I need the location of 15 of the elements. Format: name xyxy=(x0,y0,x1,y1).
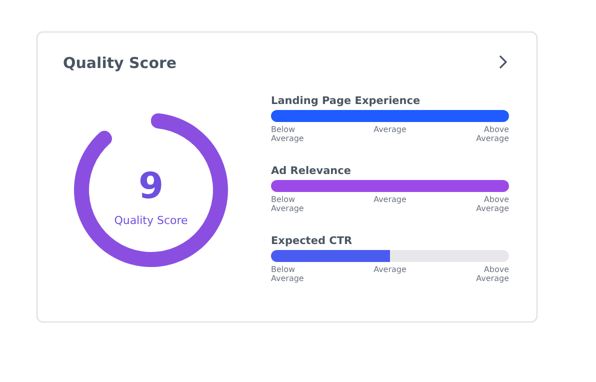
annotation: Above Average xyxy=(476,195,510,213)
annotation: Average xyxy=(374,265,406,274)
annotation: Average xyxy=(374,195,406,204)
y-tick-label: Landing Page Experience xyxy=(271,95,420,107)
text: Quality Score xyxy=(114,214,188,227)
y-tick-label: Ad Relevance xyxy=(271,165,351,177)
chart-title: Quality Score xyxy=(63,54,177,72)
y-tick-label: Expected CTR xyxy=(271,235,352,247)
annotation: Below Average xyxy=(271,265,304,283)
annotation: Above Average xyxy=(476,265,510,283)
text: 9 xyxy=(138,166,164,207)
annotation: Above Average xyxy=(476,125,510,143)
annotation: Below Average xyxy=(271,195,304,213)
annotation: Average xyxy=(374,125,406,134)
annotation: Below Average xyxy=(271,125,304,143)
